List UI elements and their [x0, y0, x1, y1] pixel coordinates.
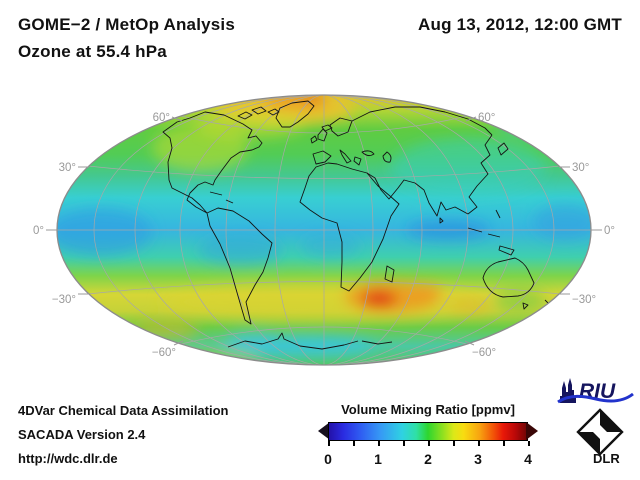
- footer-line-assimilation: 4DVar Chemical Data Assimilation: [18, 403, 229, 418]
- riu-logo: RIU: [557, 378, 634, 404]
- colorbar-left-arrow-icon: [318, 422, 330, 440]
- figure-title-line2: Ozone at 55.4 hPa: [18, 42, 167, 61]
- colorbar-tick: [378, 441, 380, 446]
- dlr-logo-text: DLR: [593, 451, 620, 466]
- lat-label-30n-right: 30°: [572, 162, 589, 174]
- figure-title-line1: GOME−2 / MetOp Analysis: [18, 15, 236, 34]
- colorbar-tick: [478, 441, 480, 446]
- colorbar-tick: [503, 441, 505, 446]
- lat-label-60n-right: 60°: [478, 112, 495, 124]
- colorbar-tick: [453, 441, 455, 446]
- colorbar-tick-label-4: 4: [524, 451, 532, 467]
- colorbar-tick: [353, 441, 355, 446]
- figure-datetime: Aug 13, 2012, 12:00 GMT: [418, 15, 622, 34]
- lat-label-30s-right: −30°: [572, 294, 596, 306]
- graticule: [57, 95, 591, 365]
- ozone-field: [57, 95, 591, 365]
- colorbar-gradient: [328, 422, 528, 441]
- lat-label-60s-left: −60°: [152, 347, 176, 359]
- footer-line-url: http://wdc.dlr.de: [18, 451, 118, 466]
- latitude-ticks: [46, 116, 602, 346]
- colorbar-tick: [328, 441, 330, 446]
- colorbar-tick-label-1: 1: [374, 451, 382, 467]
- colorbar-tick-label-2: 2: [424, 451, 432, 467]
- coastlines: [162, 100, 558, 350]
- colorbar-tick: [403, 441, 405, 446]
- lat-label-30s-left: −30°: [52, 294, 76, 306]
- colorbar-tick: [428, 441, 430, 446]
- colorbar-right-arrow-icon: [526, 422, 538, 440]
- colorbar-title: Volume Mixing Ratio [ppmv]: [341, 402, 515, 417]
- lat-label-60s-right: −60°: [472, 347, 496, 359]
- lat-label-30n-left: 30°: [59, 162, 76, 174]
- footer-line-version: SACADA Version 2.4: [18, 427, 146, 442]
- colorbar: 0 1 2 3 4: [318, 422, 538, 467]
- dlr-logo: DLR: [576, 408, 624, 466]
- lat-label-0-left: 0°: [33, 225, 44, 237]
- latitude-labels: 60° 60° 30° 30° 0° 0° −30° −30° −60° −60…: [33, 112, 615, 359]
- colorbar-tick: [528, 441, 530, 446]
- riu-wave-icon: [557, 392, 634, 404]
- lat-label-60n-left: 60°: [153, 112, 170, 124]
- lat-label-0-right: 0°: [604, 225, 615, 237]
- colorbar-tick-label-3: 3: [474, 451, 482, 467]
- colorbar-tick-label-0: 0: [324, 451, 332, 467]
